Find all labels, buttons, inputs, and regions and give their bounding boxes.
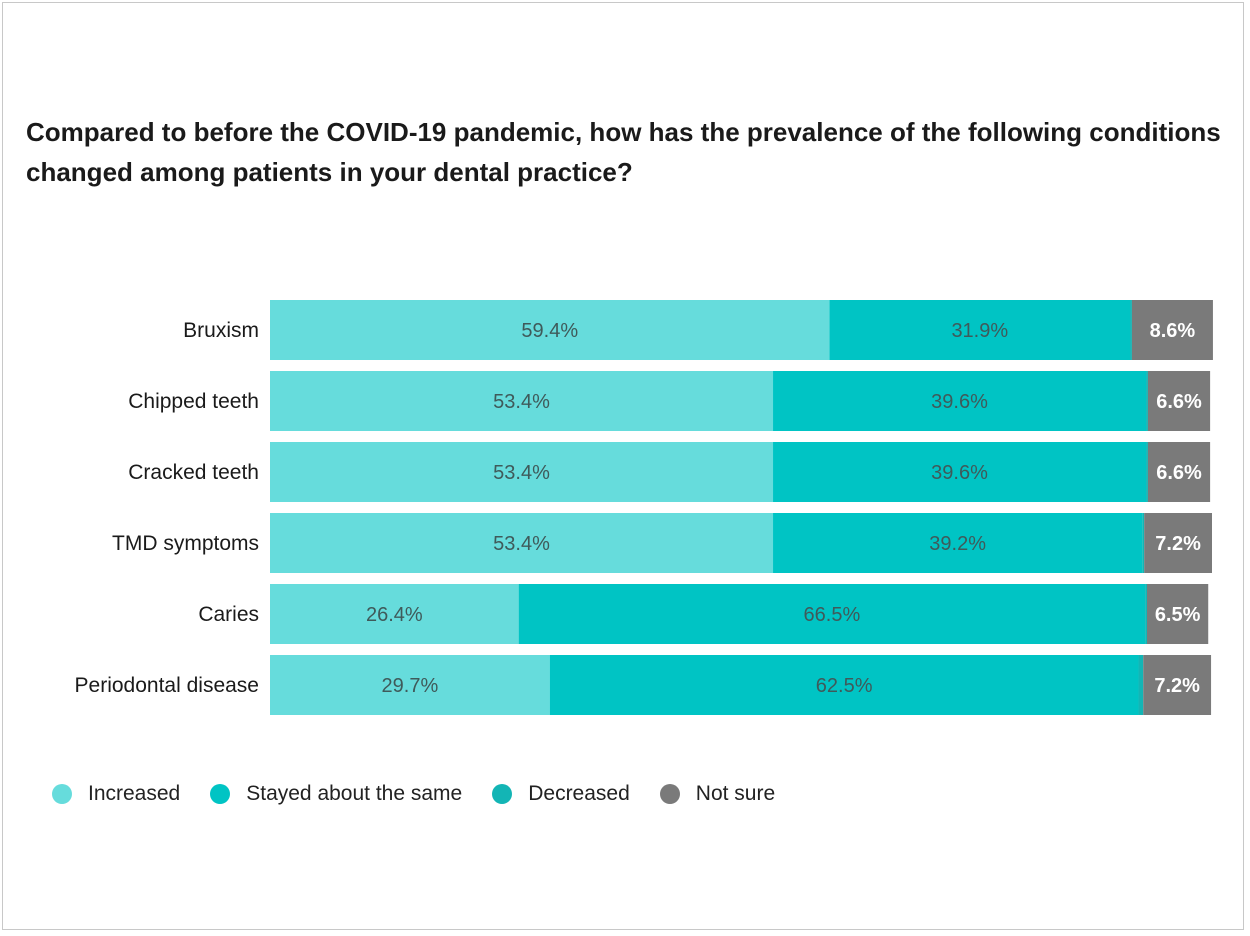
bar-segment-periodontal-disease-decreased — [1138, 655, 1144, 715]
legend-item-not-sure: Not sure — [659, 782, 776, 806]
legend-swatch-increased — [52, 784, 72, 804]
data-label-bruxism-not-sure: 8.6% — [1150, 320, 1196, 342]
legend-label-increased: Increased — [88, 782, 181, 805]
bar-segment-caries-stayed-about-the-same — [518, 584, 1146, 644]
bar-segment-cracked-teeth-increased — [270, 442, 774, 502]
bar-segment-chipped-teeth-decreased — [1146, 371, 1148, 431]
data-label-periodontal-disease-increased: 29.7% — [382, 675, 439, 697]
bar-segment-caries-decreased — [1145, 584, 1148, 644]
bar-segment-bruxism-stayed-about-the-same — [829, 300, 1131, 360]
bar-segment-periodontal-disease-increased — [270, 655, 550, 715]
data-label-tmd-symptoms-not-sure: 7.2% — [1155, 533, 1201, 555]
category-label-tmd-symptoms: TMD symptoms — [112, 532, 259, 555]
bar-segment-bruxism-decreased — [1130, 300, 1132, 360]
legend-item-stayed-about-the-same: Stayed about the same — [210, 782, 462, 806]
category-label-cracked-teeth: Cracked teeth — [128, 461, 259, 484]
category-label-chipped-teeth: Chipped teeth — [128, 390, 259, 413]
bar-segment-caries-increased — [270, 584, 519, 644]
bar-segment-tmd-symptoms-stayed-about-the-same — [773, 513, 1143, 573]
data-label-chipped-teeth-not-sure: 6.6% — [1156, 391, 1202, 413]
data-label-caries-increased: 26.4% — [366, 604, 423, 626]
legend-label-decreased: Decreased — [528, 782, 630, 805]
bar-segment-cracked-teeth-stayed-about-the-same — [773, 442, 1147, 502]
data-label-caries-not-sure: 6.5% — [1155, 604, 1201, 626]
bar-segment-periodontal-disease-stayed-about-the-same — [549, 655, 1139, 715]
bar-segment-chipped-teeth-not-sure — [1147, 371, 1211, 431]
data-label-bruxism-increased: 59.4% — [521, 320, 578, 342]
data-label-periodontal-disease-stayed-about-the-same: 62.5% — [816, 675, 873, 697]
bar-segment-chipped-teeth-stayed-about-the-same — [773, 371, 1147, 431]
bar-segment-bruxism-not-sure — [1131, 300, 1213, 360]
bar-segment-periodontal-disease-not-sure — [1143, 655, 1212, 715]
category-label-caries: Caries — [198, 603, 259, 626]
chart-title: Compared to before the COVID-19 pandemic… — [26, 117, 1221, 187]
category-label-bruxism: Bruxism — [183, 319, 259, 342]
bar-segment-cracked-teeth-not-sure — [1147, 442, 1211, 502]
legend-swatch-decreased — [492, 784, 513, 804]
data-label-cracked-teeth-stayed-about-the-same: 39.6% — [931, 462, 988, 484]
bar-segment-tmd-symptoms-decreased — [1142, 513, 1145, 573]
legend-swatch-not-sure — [659, 784, 680, 804]
bar-segment-chipped-teeth-increased — [270, 371, 774, 431]
legend-item-decreased: Decreased — [492, 782, 630, 806]
bar-segment-cracked-teeth-decreased — [1146, 442, 1148, 502]
bar-segment-tmd-symptoms-increased — [270, 513, 774, 573]
bar-segment-caries-not-sure — [1147, 584, 1209, 644]
data-label-chipped-teeth-stayed-about-the-same: 39.6% — [931, 391, 988, 413]
data-label-caries-stayed-about-the-same: 66.5% — [804, 604, 861, 626]
data-label-tmd-symptoms-increased: 53.4% — [493, 533, 550, 555]
legend-label-stayed-about-the-same: Stayed about the same — [246, 782, 463, 805]
data-label-periodontal-disease-not-sure: 7.2% — [1154, 675, 1200, 697]
category-label-periodontal-disease: Periodontal disease — [75, 674, 259, 697]
legend-item-increased: Increased — [52, 782, 180, 806]
data-label-bruxism-stayed-about-the-same: 31.9% — [951, 320, 1008, 342]
chart-legend: Increased Stayed about the same Decreased N… — [52, 782, 805, 806]
data-label-cracked-teeth-increased: 53.4% — [493, 462, 550, 484]
data-label-chipped-teeth-increased: 53.4% — [493, 391, 550, 413]
data-label-cracked-teeth-not-sure: 6.6% — [1156, 462, 1202, 484]
legend-label-not-sure: Not sure — [695, 782, 776, 805]
data-label-tmd-symptoms-stayed-about-the-same: 39.2% — [929, 533, 986, 555]
bar-segment-tmd-symptoms-not-sure — [1144, 513, 1212, 573]
legend-swatch-stayed-about-the-same — [210, 784, 231, 804]
bar-segment-bruxism-increased — [270, 300, 830, 360]
